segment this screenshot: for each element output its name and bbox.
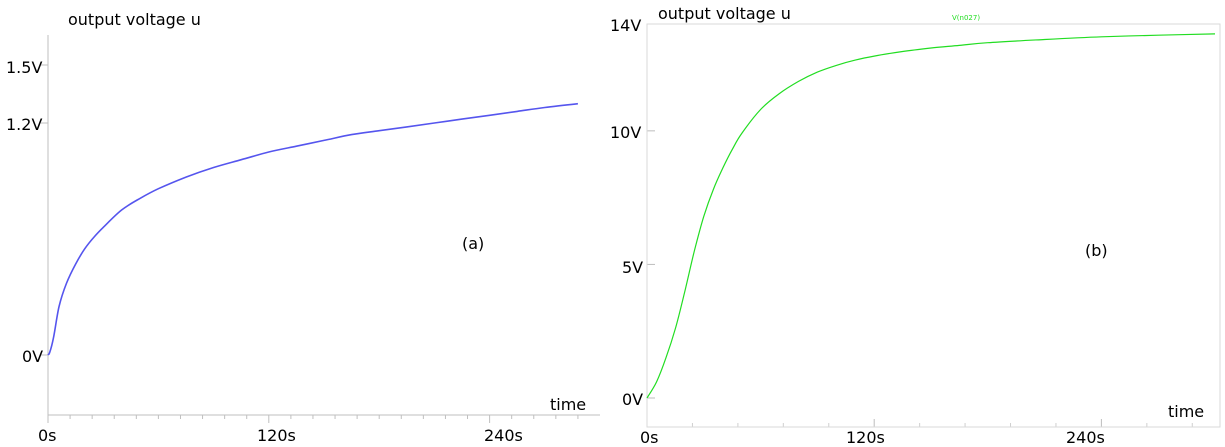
chart-b-y-tick-label-14: 14V <box>610 16 641 35</box>
chart-b-x-tick-label-0: 0s <box>640 428 659 447</box>
chart-b-panel-tag: (b) <box>1085 241 1108 260</box>
chart-a-y-tick-label-1.2: 1.2V <box>6 115 42 134</box>
chart-b-y-tick-label-5: 5V <box>622 258 643 277</box>
chart-a-title: output voltage u <box>68 10 201 29</box>
chart-a-svg: output voltage u time (a) 1.5V 1.2V 0V 0… <box>6 10 600 445</box>
chart-b-y-tick-label-0: 0V <box>622 390 643 409</box>
chart-panel-a: output voltage u time (a) 1.5V 1.2V 0V 0… <box>0 0 600 447</box>
chart-a-y-tick-label-0: 0V <box>22 347 43 366</box>
chart-b-y-tick-label-10: 10V <box>610 123 641 142</box>
chart-a-x-axis-label: time <box>550 395 586 414</box>
chart-a-x-tick-label-240: 240s <box>484 426 523 445</box>
chart-b-legend-entry: V(n027) <box>952 14 980 22</box>
chart-b-svg: output voltage u V(n027) time (b) 14V 10… <box>610 4 1221 447</box>
chart-b-x-tick-label-120: 120s <box>846 428 885 447</box>
chart-a-series-line <box>47 102 578 356</box>
chart-b-plot-frame <box>646 23 1221 428</box>
chart-a-panel-tag: (a) <box>462 234 484 253</box>
chart-b-series-line <box>646 33 1216 399</box>
chart-b-title: output voltage u <box>658 4 791 23</box>
chart-b-x-tick-label-240: 240s <box>1066 428 1105 447</box>
chart-panel-b: output voltage u V(n027) time (b) 14V 10… <box>600 0 1225 447</box>
chart-a-y-tick-label-1.5: 1.5V <box>6 58 42 77</box>
chart-a-x-tick-label-0: 0s <box>38 426 57 445</box>
chart-b-x-axis-label: time <box>1168 402 1204 421</box>
chart-a-x-tick-label-120: 120s <box>257 426 296 445</box>
